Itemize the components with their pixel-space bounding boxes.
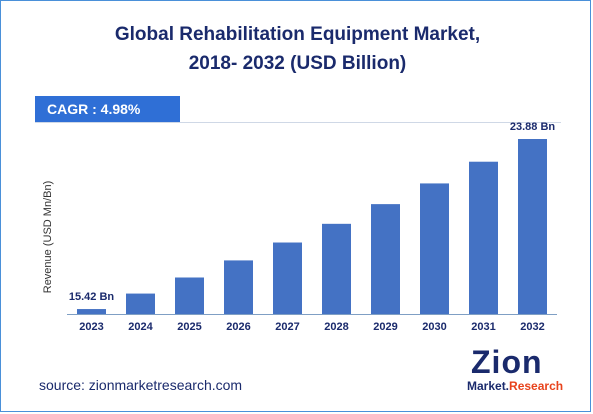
source-text: source: zionmarketresearch.com bbox=[39, 377, 243, 393]
data-label: 23.88 Bn bbox=[510, 121, 556, 133]
chart-title-line1: Global Rehabilitation Equipment Market, bbox=[114, 24, 481, 45]
x-tick-label: 2027 bbox=[275, 321, 299, 333]
chart-title-line2: 2018- 2032 (USD Billion) bbox=[188, 53, 407, 74]
x-tick-label: 2025 bbox=[177, 321, 201, 333]
x-tick-label: 2024 bbox=[128, 321, 153, 333]
bar-2031 bbox=[469, 161, 498, 314]
x-tick-label: 2031 bbox=[471, 321, 495, 333]
bar-2026 bbox=[224, 260, 253, 314]
cagr-divider bbox=[35, 122, 561, 123]
x-tick-label: 2026 bbox=[226, 321, 250, 333]
x-tick-label: 2023 bbox=[79, 321, 103, 333]
bar-2030 bbox=[420, 183, 449, 314]
y-axis-label: Revenue (USD Mn/Bn) bbox=[42, 181, 54, 294]
cagr-badge: CAGR : 4.98% bbox=[35, 96, 180, 122]
logo-sub-right: Research bbox=[509, 379, 564, 393]
bar-2029 bbox=[371, 204, 400, 314]
zion-logo: Zion Market.Research bbox=[463, 345, 581, 403]
bar-2024 bbox=[126, 293, 155, 314]
bar-2027 bbox=[273, 242, 302, 314]
data-label: 15.42 Bn bbox=[69, 291, 115, 303]
bar-2023 bbox=[77, 309, 106, 314]
x-tick-label: 2030 bbox=[422, 321, 446, 333]
logo-wordmark: Zion bbox=[471, 344, 543, 380]
bar-2025 bbox=[175, 277, 204, 314]
x-tick-label: 2028 bbox=[324, 321, 348, 333]
x-tick-label: 2032 bbox=[520, 321, 544, 333]
logo-subtitle: Market.Research bbox=[467, 379, 563, 393]
bar-2032 bbox=[518, 139, 547, 314]
logo-sub-left: Market. bbox=[467, 379, 510, 393]
x-tick-label: 2029 bbox=[373, 321, 397, 333]
bar-2028 bbox=[322, 223, 351, 314]
